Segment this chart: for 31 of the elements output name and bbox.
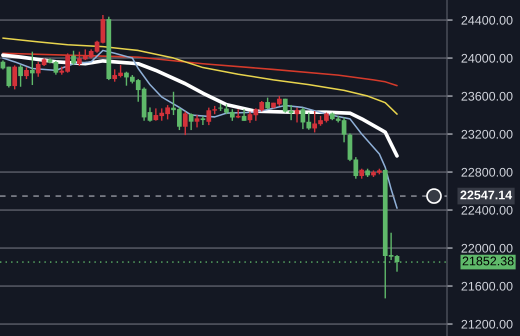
ref-line-label: 21852.38 [462,256,514,266]
candlestick [30,50,35,86]
line-series [2,50,398,209]
candlestick [294,106,300,124]
candlestick [218,102,223,112]
candlestick [182,111,188,136]
candlestick [236,108,241,119]
y-tick-label: 24400.00 [462,16,513,25]
candlestick [18,64,23,88]
y-tick-label: 22000.00 [462,244,513,253]
candlestick [188,112,194,131]
line-series [1,53,399,158]
candlestick [12,64,18,90]
y-tick-label: 21200.00 [462,320,513,329]
candlestick [359,168,364,180]
line-series [2,37,398,115]
y-tick-label: 22800.00 [462,168,513,177]
y-tick-label: 22400.00 [462,206,513,215]
candlestick [24,66,29,80]
y-tick-label: 23600.00 [462,92,513,101]
candlestick [265,96,270,110]
candlestick [242,108,246,122]
y-tick-label: 24000.00 [462,54,513,63]
candlestick [200,115,206,126]
y-tick-label: 23200.00 [462,130,513,139]
candlestick [194,114,200,128]
y-tick-label: 21600.00 [462,282,513,291]
candlestick [206,106,212,126]
line-series [2,52,398,86]
ref-line-label: 22547.14 [460,190,512,200]
candlestick [71,50,76,66]
